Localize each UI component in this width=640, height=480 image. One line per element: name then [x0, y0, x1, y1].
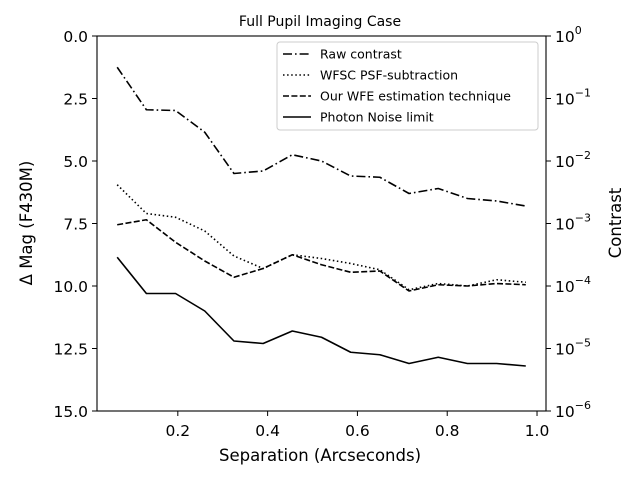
- legend: Raw contrast WFSC PSF-subtraction Our WFE …: [276, 41, 539, 131]
- y-tick-label: 7.5: [63, 216, 88, 234]
- y-right-tick-label: 10−4: [555, 274, 591, 296]
- y-tick-label: 15.0: [53, 403, 88, 421]
- y-axis-right-label: Contrast: [606, 187, 625, 258]
- series-line-photon-noise-limit: [116, 256, 526, 367]
- y-axis-label: Δ Mag (F430M): [17, 161, 36, 286]
- y-tick-label: 2.5: [63, 91, 88, 109]
- y-right-tick-label: 10−3: [555, 212, 591, 234]
- legend-label: Photon Noise limit: [320, 110, 434, 125]
- y-tick-label: 5.0: [63, 153, 88, 171]
- plot-series: [116, 66, 526, 367]
- legend-label: Our WFE estimation technique: [320, 89, 511, 104]
- y-axis-left: 0.0 2.5 5.0 7.5 10.0 12.5 15.0: [53, 28, 97, 421]
- y-tick-label: 12.5: [53, 341, 88, 359]
- legend-label: WFSC PSF-subtraction: [320, 68, 458, 83]
- x-tick-label: 0.6: [345, 422, 370, 440]
- series-line-wfsc-psf-subtraction: [116, 184, 526, 291]
- y-tick-label: 0.0: [63, 28, 88, 46]
- x-tick-label: 0.8: [435, 422, 460, 440]
- chart-title: Full Pupil Imaging Case: [239, 14, 401, 30]
- series-line-our-wfe-estimation-technique: [117, 218, 526, 292]
- legend-entries: Raw contrast WFSC PSF-subtraction Our WFE …: [283, 47, 511, 125]
- y-axis-right: 100 10−1 10−2 10−3 10−4 10−5 10−6: [546, 24, 591, 421]
- x-axis-label: Separation (Arcseconds): [219, 446, 421, 465]
- x-tick-label: 1.0: [525, 422, 550, 440]
- y-right-tick-label: 10−2: [555, 149, 591, 171]
- y-right-tick-label: 10−5: [555, 337, 591, 359]
- legend-box: [276, 41, 539, 131]
- y-right-tick-label: 100: [555, 24, 582, 46]
- series-line-raw-contrast: [116, 66, 526, 207]
- y-tick-label: 10.0: [53, 278, 88, 296]
- x-tick-label: 0.2: [165, 422, 190, 440]
- y-right-tick-label: 10−1: [555, 87, 591, 109]
- x-axis: 0.2 0.4 0.6 0.8 1.0: [165, 411, 549, 440]
- x-tick-label: 0.4: [255, 422, 280, 440]
- y-right-tick-label: 10−6: [555, 399, 591, 421]
- legend-label: Raw contrast: [320, 47, 402, 62]
